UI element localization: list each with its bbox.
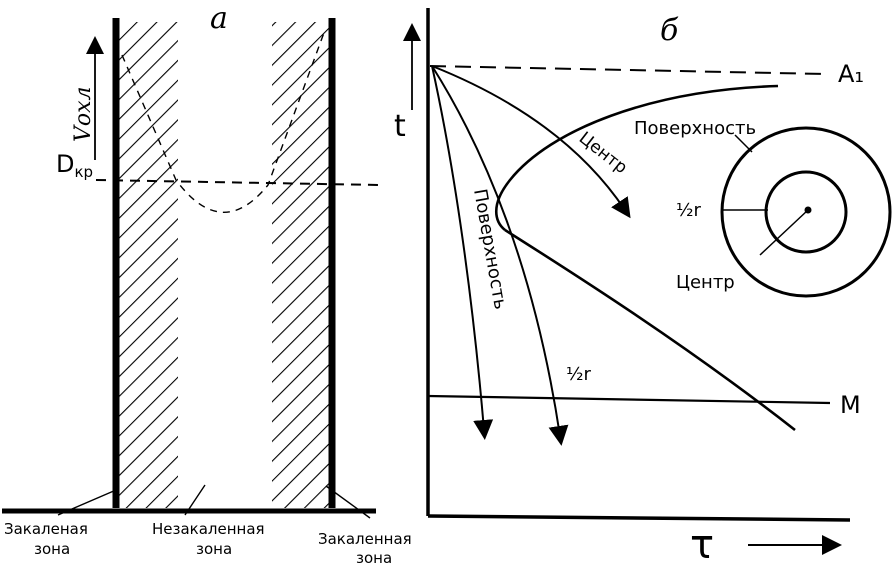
panel-a: а Vохл Dкр Закаленая зона Незакаленная з… [2, 1, 412, 567]
label-quenched-right-1: Закаленная [318, 530, 412, 548]
a1-dashed-line [429, 65, 826, 75]
label-quenched-left-2: зона [34, 540, 70, 558]
panel-b-letter: б [660, 13, 679, 48]
panel-a-letter: а [210, 1, 228, 36]
label-circle-half-r: ½r [676, 200, 701, 221]
label-unquenched-2: зона [196, 540, 232, 558]
leader-right [325, 485, 371, 519]
label-surface-top: Поверхность [634, 118, 756, 139]
leader-left [57, 489, 117, 516]
a1-label: A₁ [838, 60, 864, 88]
label-quenched-left-1: Закаленая [4, 520, 88, 538]
section-outer-circle [720, 126, 892, 298]
m-line [427, 394, 831, 405]
dkr-dashed-line [95, 179, 381, 186]
panel-b: б t τ A₁ M Поверхность ½r Центр Поверхно… [394, 8, 892, 568]
label-curve-surface: Поверхность [469, 187, 511, 311]
hatched-zone-right [272, 22, 332, 508]
c-curve-finish [504, 228, 796, 432]
cooling-curve-surface [431, 65, 494, 440]
leader-surface-circle [734, 134, 753, 153]
leader-mid [184, 484, 206, 516]
leader-center [759, 209, 809, 256]
tau-axis-label: τ [690, 522, 714, 568]
tau-axis [427, 514, 851, 522]
section-inner-circle [764, 170, 848, 254]
label-curve-half-r: ½r [566, 364, 591, 385]
t-axis-label: t [394, 109, 406, 144]
cooling-curve-half-radius [431, 65, 569, 446]
cooling-rate-profile [121, 29, 326, 213]
label-unquenched-1: Незакаленная [152, 520, 265, 538]
cooling-rate-axis-label: Vохл [71, 86, 96, 142]
hatched-zone-left [116, 22, 178, 508]
label-quenched-right-2: зона [356, 549, 392, 567]
dkr-label: Dкр [56, 150, 93, 181]
label-curve-center: Центр [575, 128, 631, 178]
m-label: M [840, 391, 861, 419]
cooling-curve-center [431, 65, 631, 219]
label-circle-center: Центр [676, 272, 735, 293]
c-curve-start [494, 84, 779, 232]
